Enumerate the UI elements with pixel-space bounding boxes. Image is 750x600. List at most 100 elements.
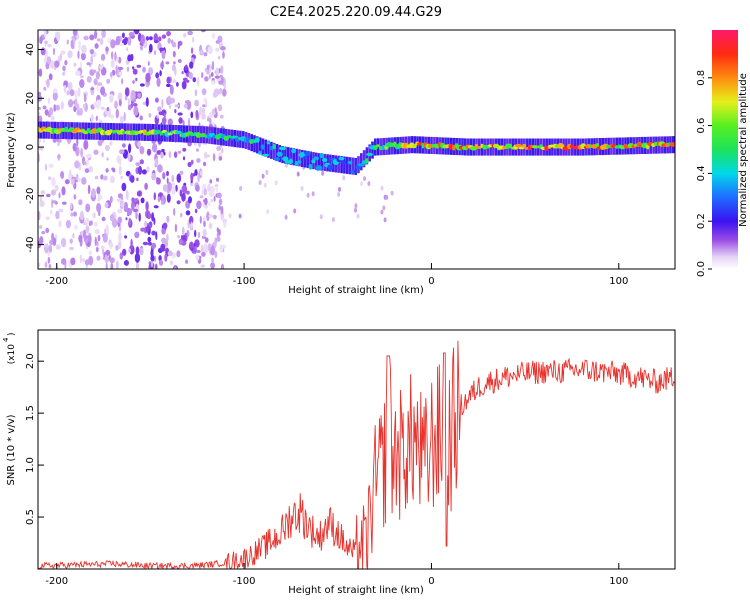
spectrogram-marks bbox=[38, 30, 675, 269]
spectrogram-noise-blob bbox=[172, 50, 176, 58]
spectrogram-noise-blob bbox=[50, 189, 57, 196]
spectrogram-ridge-band bbox=[362, 150, 366, 168]
spectrogram-noise-blob bbox=[109, 141, 113, 146]
spectrogram-noise-blob bbox=[213, 195, 216, 202]
spectrogram-noise-blob bbox=[223, 220, 227, 228]
spectrogram-noise-blob bbox=[165, 61, 170, 65]
spectrogram-noise-blob bbox=[48, 176, 52, 181]
spectrogram-noise-blob bbox=[173, 151, 178, 158]
spectrogram-noise-blob bbox=[211, 80, 216, 85]
x-tick-label: -200 bbox=[45, 276, 68, 287]
colorbar-ticks: 0.0 0.2 0.4 0.6 0.8 bbox=[696, 70, 712, 277]
spectrogram-x-ticks: -200 -100 0 100 bbox=[45, 263, 628, 287]
spectrogram-noise-blob bbox=[258, 180, 262, 186]
spectrogram-noise-blob bbox=[47, 256, 51, 264]
spectrogram-noise-blob bbox=[55, 244, 61, 250]
spectrogram-noise-blob bbox=[84, 259, 90, 266]
spectrogram-noise-blob bbox=[186, 190, 190, 195]
spectrogram-noise-blob bbox=[126, 47, 129, 52]
spectrogram-noise-blob bbox=[86, 241, 91, 248]
spectrogram-ridge-band bbox=[320, 153, 324, 171]
spectrogram-noise-blob bbox=[216, 236, 221, 242]
snr-y-scale-close: ) bbox=[7, 332, 17, 336]
spectrogram-noise-blob bbox=[54, 60, 60, 68]
spectrogram-noise-blob bbox=[190, 221, 193, 230]
spectrogram-noise-blob bbox=[166, 233, 169, 242]
spectrogram-noise-blob bbox=[293, 208, 297, 214]
spectrogram-noise-blob bbox=[83, 140, 89, 150]
spectrogram-noise-blob bbox=[148, 113, 152, 118]
spectrogram-noise-blob bbox=[194, 101, 200, 107]
spectrogram-noise-blob bbox=[109, 72, 113, 77]
spectrogram-noise-blob bbox=[188, 196, 192, 204]
spectrogram-ridge-cell bbox=[175, 130, 182, 135]
spectrogram-noise-blob bbox=[140, 83, 145, 87]
spectrogram-noise-blob bbox=[135, 77, 138, 82]
spectrogram-noise-blob bbox=[61, 237, 67, 248]
spectrogram-noise-blob bbox=[208, 201, 211, 207]
spectrogram-noise-blob bbox=[92, 212, 96, 219]
spectrogram-noise-blob bbox=[117, 216, 123, 224]
spectrogram-noise-blob bbox=[209, 118, 212, 125]
spectrogram-noise-blob bbox=[200, 244, 204, 253]
spectrogram-noise-blob bbox=[185, 79, 190, 83]
spectrogram-noise-blob bbox=[120, 202, 125, 207]
spectrogram-y-ticks: -40 -20 0 20 40 bbox=[25, 43, 44, 253]
spectrogram-noise-blob bbox=[135, 262, 139, 269]
spectrogram-noise-blob bbox=[150, 260, 154, 268]
spectrogram-noise-blob bbox=[58, 220, 62, 228]
spectrogram-noise-blob bbox=[337, 192, 341, 197]
spectrogram-noise-blob bbox=[218, 156, 223, 161]
spectrogram-noise-blob bbox=[197, 76, 200, 87]
spectrogram-noise-blob bbox=[132, 103, 138, 107]
spectrogram-noise-blob bbox=[85, 225, 90, 234]
spectrogram-ridge-cell bbox=[258, 150, 262, 155]
spectrogram-noise-blob bbox=[69, 89, 75, 97]
spectrogram-noise-blob bbox=[127, 54, 132, 62]
spectrogram-ridge-cell bbox=[376, 144, 380, 148]
spectrogram-noise-blob bbox=[52, 88, 58, 94]
spectrogram-noise-blob bbox=[135, 246, 140, 255]
spectrogram-noise-blob bbox=[132, 68, 138, 75]
spectrogram-noise-blob bbox=[217, 192, 222, 199]
spectrogram-ridge-band bbox=[317, 153, 321, 171]
spectrogram-ridge-cell bbox=[567, 143, 572, 150]
spectrogram-noise-blob bbox=[72, 232, 75, 239]
spectrogram-noise-blob bbox=[215, 40, 220, 44]
spectrogram-noise-blob bbox=[109, 93, 114, 103]
spectrogram-noise-blob bbox=[189, 61, 194, 69]
spectrogram-noise-blob bbox=[122, 143, 126, 148]
x-tick-label: -200 bbox=[45, 576, 68, 587]
spectrogram-noise-blob bbox=[79, 254, 82, 264]
spectrogram-noise-blob bbox=[185, 210, 191, 216]
spectrogram-ridge-cell bbox=[366, 152, 374, 157]
spectrogram-noise-blob bbox=[117, 92, 123, 102]
spectrogram-noise-blob bbox=[175, 184, 178, 192]
spectrogram-ridge-band bbox=[253, 135, 256, 153]
spectrogram-noise-blob bbox=[52, 200, 57, 204]
spectrogram-noise-blob bbox=[146, 166, 150, 173]
spectrogram-noise-blob bbox=[158, 255, 162, 262]
spectrogram-noise-blob bbox=[76, 138, 79, 147]
spectrogram-noise-blob bbox=[38, 68, 43, 77]
spectrogram-noise-blob bbox=[121, 182, 127, 192]
spectrogram-noise-blob bbox=[166, 193, 171, 203]
figure-title: C2E4.2025.220.09.44.G29 bbox=[270, 5, 442, 20]
spectrogram-noise-blob bbox=[139, 115, 143, 121]
spectrogram-noise-blob bbox=[206, 70, 210, 75]
spectrogram-ridge-band bbox=[351, 157, 355, 175]
spectrogram-noise-blob bbox=[220, 46, 226, 51]
spectrogram-noise-blob bbox=[144, 220, 148, 228]
spectrogram-noise-blob bbox=[100, 86, 106, 96]
colorbar-tick-label: 0.4 bbox=[696, 165, 707, 181]
spectrogram-noise-blob bbox=[105, 249, 111, 256]
spectrogram-ridge-band bbox=[360, 153, 363, 171]
spectrogram-noise-blob bbox=[139, 146, 145, 155]
spectrogram-noise-blob bbox=[167, 181, 172, 192]
spectrogram-noise-blob bbox=[166, 30, 171, 37]
spectrogram-noise-blob bbox=[174, 67, 177, 76]
spectrogram-noise-blob bbox=[162, 184, 168, 192]
spectrogram-noise-blob bbox=[51, 198, 54, 209]
spectrogram-noise-blob bbox=[40, 47, 46, 56]
spectrogram-noise-blob bbox=[147, 61, 150, 66]
